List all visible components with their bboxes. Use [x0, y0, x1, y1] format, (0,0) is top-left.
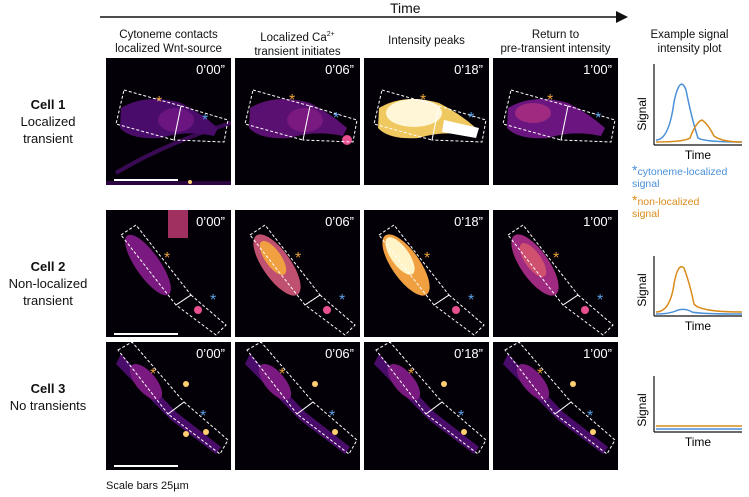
cell-3-signal-plot: Signal Time — [635, 376, 742, 448]
cell-2-frame-3-timestamp: 0’18” — [454, 214, 483, 229]
cell-3-desc1: No transients — [9, 398, 87, 413]
cell-1-frame-4-orange-star: * — [547, 92, 554, 109]
column-header-1-line1: Cytoneme contacts — [119, 29, 218, 41]
cell-1-desc1: Localized — [20, 114, 76, 129]
cell-2-frame-4-orange-star: * — [553, 250, 560, 267]
cell-1-frame-4-timestamp: 1’00” — [583, 62, 612, 77]
plot-column-header: Example signal intensity plot — [630, 28, 749, 56]
cell-1-frame-2-blue-star: * — [333, 110, 340, 127]
cell-3-frame-2-timestamp: 0’06” — [325, 346, 354, 361]
cell-1-plot-ylabel: Signal — [635, 97, 649, 130]
column-header-4-line1: Return to — [531, 29, 580, 41]
column-header-2: Localized Ca2+ transient initiates — [235, 28, 360, 59]
cell-2-frame-1-blue-star: * — [210, 292, 217, 309]
legend-blue-star: * — [632, 162, 638, 178]
cell-2-frame-4: * * 1’00” — [493, 210, 618, 337]
cell-3-frame-2-orange-star: * — [279, 366, 286, 383]
cell-1-signal-plot: Signal Time — [635, 64, 743, 162]
cell-3-frame-3-blue-star: * — [458, 408, 465, 425]
cell-3-frame-3-timestamp: 0’18” — [454, 346, 483, 361]
scale-bar-note: Scale bars 25µm — [106, 480, 189, 492]
cell-3-frame-2-blue-star: * — [329, 408, 336, 425]
cell-1-desc2: transient — [23, 131, 73, 146]
cell-2-signal-plot: Signal Time — [635, 256, 743, 333]
cell-3-frame-1-timestamp: 0’00” — [196, 346, 225, 361]
cell-3-plot-xlabel: Time — [685, 435, 712, 448]
cell-1-frame-3-timestamp: 0’18” — [454, 62, 483, 77]
row-label-cell-2: Cell 2 Non-localized transient — [0, 258, 96, 309]
cell-2-frame-2: * * 0’06” — [235, 210, 360, 337]
plot-header-line1: Example signal — [650, 29, 729, 41]
legend-orange-label: non-localized — [637, 196, 700, 208]
column-header-4-line2: pre-transient intensity — [500, 43, 611, 55]
cell-3-frame-4-blue-star: * — [587, 408, 594, 425]
cell-1-frame-2: * * 0’06” — [235, 58, 360, 185]
cell-1-frame-3: * * 0’18” — [364, 58, 489, 185]
cell-3-frame-4: * * 1’00” — [493, 342, 618, 470]
cell-2-frame-2-blue-star: * — [339, 292, 346, 309]
legend-blue-label-2: signal — [632, 178, 660, 190]
cell-2-frame-3: * * 0’18” — [364, 210, 489, 337]
cell-3-frame-1-blue-star: * — [200, 408, 207, 425]
cell-1-frame-3-blue-star: * — [468, 110, 475, 127]
cell-3-name: Cell 3 — [30, 381, 66, 396]
column-header-2-line1: Localized Ca2+ — [260, 31, 335, 44]
legend-orange-label-2: signal — [632, 208, 660, 220]
cell-2-frame-3-orange-star: * — [424, 250, 431, 267]
cell-2-desc1: Non-localized — [8, 276, 88, 291]
cell-3-frame-3: * * 0’18” — [364, 342, 489, 470]
cell-1-frame-1-orange-star: * — [156, 94, 163, 111]
cell-2-frame-4-timestamp: 1’00” — [583, 214, 612, 229]
cell-2-frame-1-orange-star: * — [164, 250, 171, 267]
cell-2-frame-1-timestamp: 0’00” — [196, 214, 225, 229]
row-label-cell-3: Cell 3 No transients — [0, 380, 96, 414]
cell-1-frame-4: * * 1’00” — [493, 58, 618, 185]
cell-2-frame-2-orange-star: * — [295, 250, 302, 267]
column-header-3-line1: Intensity peaks — [388, 35, 465, 47]
cell-2-frame-3-blue-star: * — [468, 292, 475, 309]
cell-1-frame-3-orange-star: * — [420, 92, 427, 109]
cell-1-name: Cell 1 — [30, 97, 66, 112]
column-header-1-line2: localized Wnt-source — [115, 43, 222, 55]
cell-1-frame-1-blue-star: * — [202, 112, 209, 129]
cell-2-desc2: transient — [23, 293, 73, 308]
time-arrow — [100, 11, 628, 23]
cell-2-frame-4-blue-star: * — [597, 292, 604, 309]
cell-3-frame-4-timestamp: 1’00” — [583, 346, 612, 361]
plot-header-line2: intensity plot — [657, 43, 722, 55]
cell-3-frame-3-orange-star: * — [408, 366, 415, 383]
time-axis-title: Time — [390, 0, 421, 16]
cell-1-frame-1: * * 0’00” — [106, 58, 231, 185]
cell-3-frame-1: * * 0’00” — [106, 342, 231, 470]
cell-2-frame-2-timestamp: 0’06” — [325, 214, 354, 229]
legend-orange-star: * — [632, 192, 638, 208]
column-header-2-line2: transient initiates — [254, 45, 341, 58]
legend-blue-entry: *cytoneme-localized — [632, 162, 749, 178]
column-header-3: Intensity peaks — [364, 34, 489, 48]
cell-3-plot-ylabel: Signal — [635, 393, 649, 426]
column-header-1: Cytoneme contacts localized Wnt-source — [106, 28, 231, 56]
cell-2-frame-1: * * 0’00” — [106, 210, 231, 337]
cell-3-frame-2: * * 0’06” — [235, 342, 360, 470]
cell-1-frame-2-orange-star: * — [289, 92, 296, 109]
cell-2-plot-xlabel: Time — [685, 319, 712, 333]
plot-legend: *cytoneme-localized signal *non-localize… — [632, 162, 749, 220]
cell-2-plot-ylabel: Signal — [635, 273, 649, 306]
cell-3-frame-4-orange-star: * — [537, 366, 544, 383]
row-label-cell-1: Cell 1 Localized transient — [0, 96, 96, 147]
legend-orange-entry: *non-localized — [632, 192, 749, 208]
cell-3-frame-1-orange-star: * — [150, 366, 157, 383]
cell-1-plot-xlabel: Time — [685, 148, 712, 162]
legend-blue-label: cytoneme-localized — [637, 166, 728, 178]
cell-1-frame-4-blue-star: * — [595, 110, 602, 127]
cell-1-frame-2-timestamp: 0’06” — [325, 62, 354, 77]
column-header-4: Return to pre-transient intensity — [493, 28, 618, 56]
cell-1-frame-1-timestamp: 0’00” — [196, 62, 225, 77]
cell-2-name: Cell 2 — [30, 259, 66, 274]
